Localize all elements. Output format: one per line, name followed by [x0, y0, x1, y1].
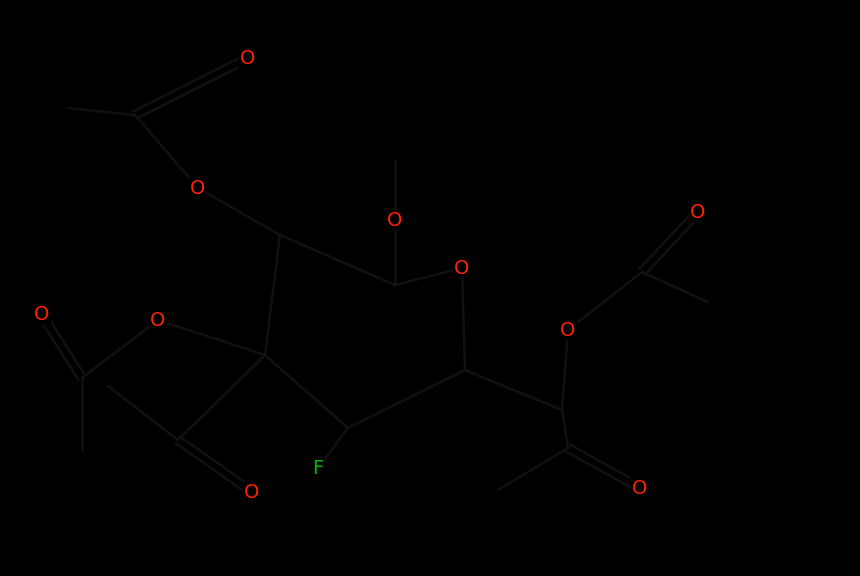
- Text: O: O: [34, 305, 50, 324]
- Text: O: O: [632, 479, 648, 498]
- Text: O: O: [190, 179, 206, 198]
- Text: O: O: [244, 483, 260, 502]
- Text: O: O: [387, 210, 402, 229]
- Text: O: O: [240, 48, 255, 67]
- Text: O: O: [150, 310, 166, 329]
- Text: O: O: [561, 320, 575, 339]
- Text: O: O: [691, 203, 706, 222]
- Text: F: F: [312, 458, 323, 478]
- Text: O: O: [454, 259, 470, 278]
